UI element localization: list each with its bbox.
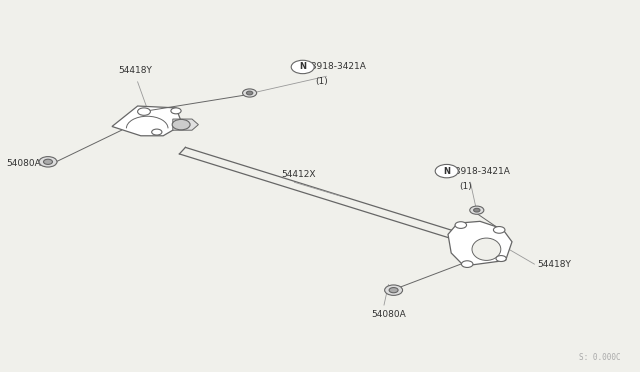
Circle shape [455, 222, 467, 228]
Text: (1): (1) [316, 77, 328, 86]
Circle shape [44, 159, 52, 164]
Circle shape [172, 119, 190, 130]
Circle shape [461, 261, 473, 267]
Circle shape [39, 157, 57, 167]
Text: N: N [300, 62, 306, 71]
Text: 54418Y: 54418Y [118, 66, 152, 75]
Polygon shape [483, 240, 506, 258]
Text: 08918-3421A: 08918-3421A [305, 62, 366, 71]
Polygon shape [448, 221, 512, 266]
Circle shape [138, 108, 150, 115]
Circle shape [243, 89, 257, 97]
Circle shape [496, 256, 506, 262]
Polygon shape [112, 106, 182, 136]
Circle shape [435, 164, 458, 178]
Text: 54412X: 54412X [282, 170, 316, 179]
Circle shape [389, 288, 398, 293]
Circle shape [474, 208, 480, 212]
Circle shape [291, 60, 314, 74]
Circle shape [171, 108, 181, 114]
Circle shape [493, 227, 505, 233]
Circle shape [470, 206, 484, 214]
Text: (1): (1) [460, 182, 472, 190]
Text: S: 0.000C: S: 0.000C [579, 353, 621, 362]
Circle shape [246, 91, 253, 95]
Circle shape [385, 285, 403, 295]
Text: 54080A: 54080A [6, 159, 41, 168]
Polygon shape [173, 119, 198, 130]
Text: 54080A: 54080A [371, 310, 406, 319]
Ellipse shape [472, 238, 500, 260]
Text: 08918-3421A: 08918-3421A [449, 167, 510, 176]
Text: N: N [444, 167, 450, 176]
Text: 54418Y: 54418Y [538, 260, 572, 269]
Circle shape [152, 129, 162, 135]
